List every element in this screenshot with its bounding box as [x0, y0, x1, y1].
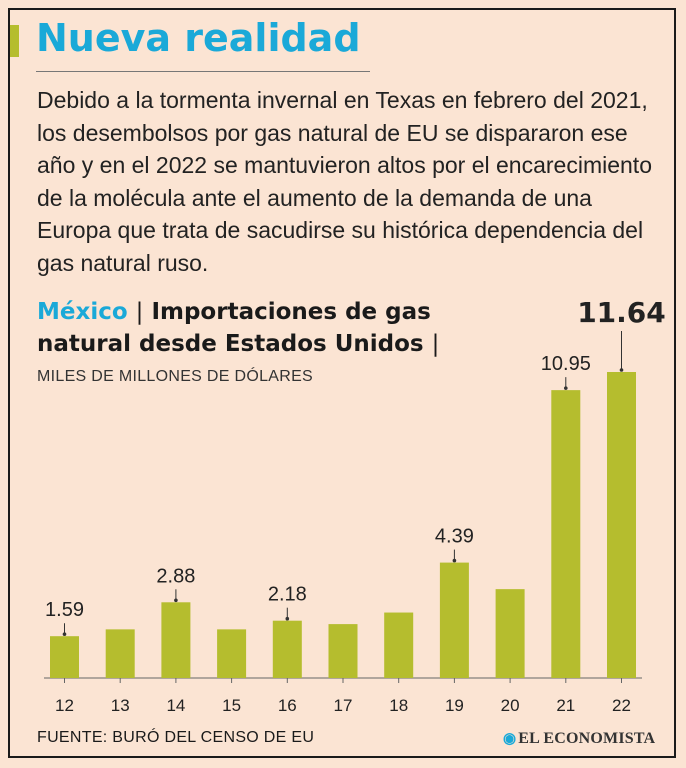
x-tick-label-18: 18: [389, 696, 408, 715]
source-note: FUENTE: BURÓ DEL CENSO DE EU: [37, 729, 315, 746]
publisher-name: EL ECONOMISTA: [518, 730, 656, 747]
chart-title-separator-end: |: [431, 331, 440, 357]
data-label-21: 10.95: [541, 353, 591, 375]
chart-units: MILES DE MILLONES DE DÓLARES: [37, 368, 314, 385]
bar-16: [272, 620, 302, 678]
bar-22: [607, 372, 636, 678]
x-tick-label-13: 13: [111, 696, 130, 715]
x-tick-label-12: 12: [55, 696, 74, 715]
bar-15: [217, 629, 247, 678]
globe-icon: ◉: [503, 731, 517, 747]
bar-17: [328, 624, 358, 678]
x-tick-label-19: 19: [445, 696, 464, 715]
data-label-22: 11.64: [577, 296, 666, 329]
data-label-dot-14: [174, 598, 178, 603]
x-tick-label-22: 22: [612, 696, 631, 715]
bar-13: [105, 629, 135, 678]
page-title: Nueva realidad: [36, 16, 361, 60]
data-label-dot-12: [62, 632, 67, 637]
title-underline: [36, 71, 370, 72]
title-accent-bar: [10, 25, 19, 57]
bar-20: [495, 589, 525, 678]
chart-title: México | Importaciones de gas natural de…: [37, 296, 507, 360]
x-tick-label-16: 16: [278, 696, 297, 715]
bar-18: [384, 612, 414, 678]
intro-paragraph: Debido a la tormenta invernal en Texas e…: [37, 87, 652, 276]
data-label-19: 4.39: [435, 526, 474, 548]
data-label-dot-21: [564, 386, 568, 390]
data-label-dot-19: [452, 558, 457, 563]
data-label-dot-22: [619, 368, 624, 372]
x-tick-label-17: 17: [334, 696, 353, 715]
data-label-16: 2.18: [268, 584, 307, 606]
bar-21: [551, 390, 581, 678]
x-tick-label-15: 15: [222, 696, 241, 715]
x-tick-label-14: 14: [166, 696, 185, 715]
bar-14: [161, 602, 191, 678]
data-label-12: 1.59: [45, 599, 84, 621]
chart-title-separator: |: [135, 299, 144, 325]
bar-19: [439, 562, 469, 678]
data-label-dot-16: [285, 616, 290, 621]
x-tick-label-20: 20: [501, 696, 520, 715]
publisher-logo: ◉ EL ECONOMISTA: [503, 729, 655, 748]
x-tick-label-21: 21: [556, 696, 575, 715]
chart-title-main: Importaciones de gas natural desde Estad…: [37, 299, 431, 357]
bar-12: [50, 636, 79, 678]
infographic-frame: [8, 8, 676, 758]
chart-title-country: México: [37, 299, 128, 325]
data-label-14: 2.88: [156, 565, 195, 587]
